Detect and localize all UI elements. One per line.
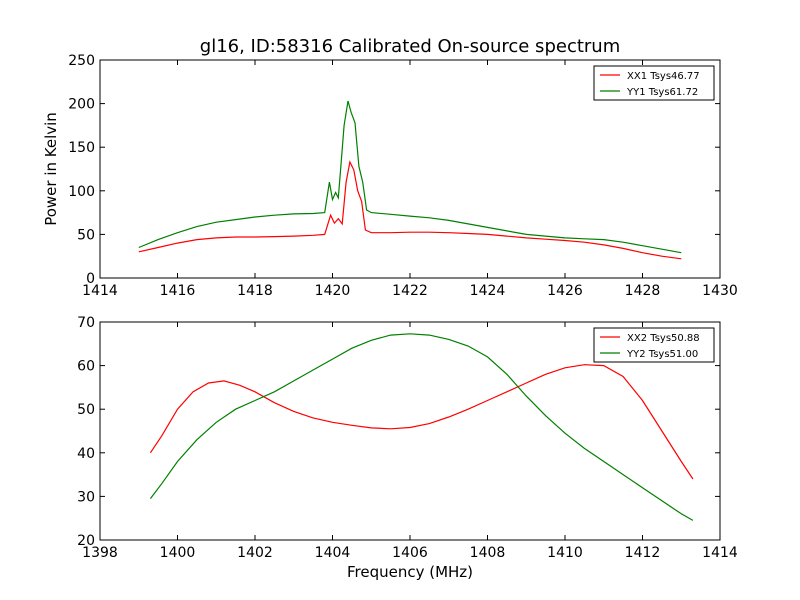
legend: XX2 Tsys50.88 YY2 Tsys51.00 [593,327,715,363]
legend: XX1 Tsys46.77 YY1 Tsys61.72 [593,65,715,101]
y-tick-label: 60 [77,359,95,375]
bottom-x-axis-title: Frequency (MHz) [347,563,473,581]
x-tick-label: 1398 [82,545,118,561]
legend-label: YY1 Tsys61.72 [626,87,698,98]
chart-title: gl16, ID:58316 Calibrated On-source spec… [200,36,620,57]
top-panel: 1414 1416 1418 1420 1422 1424 1426 1428 1430 0 50 1… [68,53,738,299]
y-tick-label: 250 [68,53,95,69]
x-tick-label: 1420 [315,283,351,299]
y-tick-label: 40 [77,446,95,462]
x-tick-label: 1400 [160,545,196,561]
y-tick-label: 30 [77,489,95,505]
x-tick-label: 1402 [237,545,273,561]
y-tick-label: 0 [86,271,95,287]
x-tick-label: 1404 [315,545,351,561]
legend-box [593,65,715,101]
bottom-panel: 1398 1400 1402 1404 1406 1408 1410 1412 1414 20 30… [77,315,738,561]
series-line-0-0 [138,160,682,260]
x-tick-label: 1412 [625,545,661,561]
x-tick-label: 1422 [392,283,428,299]
y-tick-label: 150 [68,140,95,156]
x-tick-label: 1416 [160,283,196,299]
y-tick-label: 70 [77,315,95,331]
y-tick-label: 100 [68,184,95,200]
x-tick-label: 1408 [470,545,506,561]
legend-label: YY2 Tsys51.00 [626,349,698,360]
legend-box [593,327,715,363]
legend-label: XX1 Tsys46.77 [627,71,700,82]
x-tick-label: 1418 [237,283,273,299]
x-tick-label: 1410 [547,545,583,561]
series-line-0-1 [138,100,682,254]
y-tick-label: 50 [77,402,95,418]
x-tick-label: 1414 [702,545,738,561]
series-line-1-0 [149,364,694,480]
y-tick-label: 200 [68,97,95,113]
top-y-axis-title: Power in Kelvin [42,112,60,226]
legend-label: XX2 Tsys50.88 [627,333,700,344]
x-tick-label: 1414 [82,283,118,299]
x-tick-label: 1426 [547,283,583,299]
x-tick-label: 1424 [470,283,506,299]
series-line-1-1 [149,333,694,521]
x-tick-label: 1406 [392,545,428,561]
x-tick-label: 1430 [702,283,738,299]
y-tick-label: 50 [77,227,95,243]
y-tick-label: 20 [77,533,95,549]
x-tick-label: 1428 [625,283,661,299]
